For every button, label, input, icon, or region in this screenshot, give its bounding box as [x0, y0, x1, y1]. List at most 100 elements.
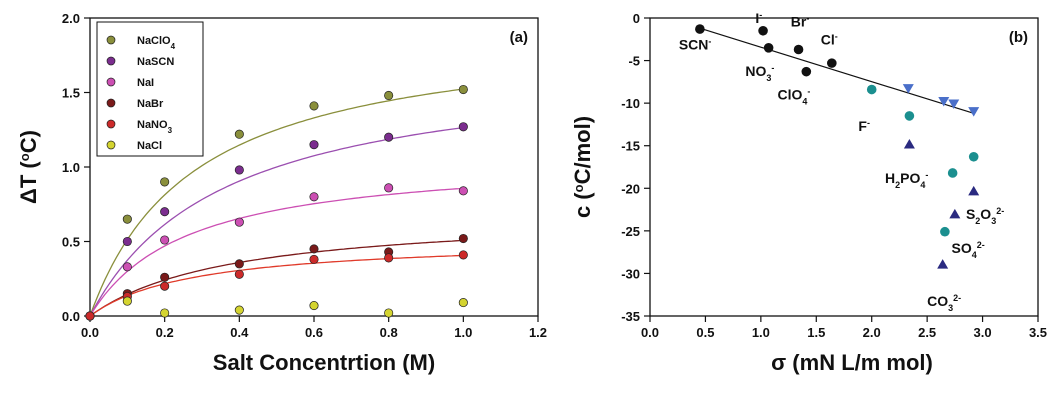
point-annotation: SO42-: [952, 240, 985, 260]
point-annotation: SCN-: [679, 37, 712, 53]
legend-box: [96, 21, 204, 157]
annotation-part: -: [759, 10, 762, 20]
y-axis-title-tail: C): [16, 130, 41, 153]
annotation-part: -: [835, 31, 838, 41]
legend-marker: [106, 119, 116, 129]
legend-label: NaNO3: [137, 119, 173, 135]
data-point-2: [384, 183, 394, 193]
x-tick-label: 0.8: [380, 325, 398, 340]
x-tick-label: 1.0: [752, 325, 770, 340]
y-tick-label: 1.0: [62, 160, 80, 175]
legend-label: NaSCN: [137, 56, 174, 68]
annotation-part: H: [885, 170, 895, 186]
annotation-part: CO: [927, 293, 948, 309]
annotation-part: Cl: [821, 31, 835, 47]
data-point-monovalent: [801, 66, 812, 77]
annotation-part: 4: [802, 97, 807, 107]
data-point-3: [458, 233, 468, 244]
data-point-1: [384, 132, 394, 142]
data-point-0: [122, 214, 132, 224]
point-annotation: F-: [858, 118, 870, 134]
point-annotation: NO3-: [745, 63, 774, 83]
fit-curve-0: [89, 88, 464, 317]
y-tick-label: -20: [621, 181, 640, 196]
data-point-blue-down: [968, 107, 980, 117]
legend-marker: [106, 35, 116, 45]
annotation-part: -: [771, 63, 774, 73]
data-point-5: [160, 308, 170, 318]
y-tick-label: -10: [621, 96, 640, 111]
annotation-part: 3: [766, 73, 771, 83]
annotation-part: F: [858, 118, 867, 134]
y-tick-label: 1.5: [62, 86, 80, 101]
legend-marker: [106, 98, 116, 108]
y-tick-label: 0: [633, 11, 640, 26]
y-axis-title-main: c (: [570, 192, 595, 218]
point-annotation: ClO4-: [777, 87, 810, 107]
point-annotation: I-: [755, 10, 762, 26]
data-point-3: [160, 272, 170, 282]
data-point-4: [234, 269, 244, 279]
data-point-3: [234, 259, 244, 269]
annotation-part: -: [806, 14, 809, 24]
data-point-blue-down: [938, 96, 950, 107]
annotation-part: I: [755, 10, 759, 26]
panel-label: (a): [510, 29, 528, 46]
data-point-cyan: [968, 151, 979, 162]
y-axis-title-tail: C/mol): [570, 116, 595, 184]
annotation-part: 2: [895, 180, 900, 190]
y-tick-label: -30: [621, 266, 640, 281]
data-point-0: [160, 177, 170, 187]
point-annotation: Cl-: [821, 31, 838, 47]
fit-curve-2: [89, 187, 464, 317]
annotation-part: 2: [975, 216, 980, 226]
x-tick-label: 0.4: [230, 325, 249, 340]
x-tick-label: 3.0: [974, 325, 992, 340]
annotation-part: 4: [972, 250, 977, 260]
legend-name: NaBr: [137, 98, 164, 110]
legend-marker: [106, 77, 116, 87]
data-point-1: [122, 236, 132, 247]
legend-name: NaSCN: [137, 56, 174, 68]
y-axis-title-main: ΔT (: [16, 161, 41, 204]
data-point-5: [122, 296, 132, 306]
data-point-5: [458, 298, 468, 308]
legend-label: NaBr: [137, 98, 164, 110]
data-point-2: [160, 235, 170, 245]
y-axis-title-sup: o: [571, 184, 586, 192]
data-point-navy-up: [949, 208, 961, 219]
data-point-2: [458, 186, 468, 196]
legend-name: NaCl: [137, 140, 162, 152]
annotation-part: Br: [791, 14, 807, 30]
data-point-blue-down: [902, 84, 914, 94]
data-point-1: [309, 140, 319, 150]
y-tick-label: -35: [621, 309, 640, 324]
y-axis-title: c (oC/mol): [570, 116, 595, 218]
data-point-monovalent: [793, 44, 804, 55]
annotation-part: S: [966, 206, 975, 222]
data-point-monovalent: [695, 24, 705, 34]
fit-curve-4: [89, 254, 464, 317]
data-point-0: [309, 101, 319, 111]
x-axis-title: σ (mN L/m mol): [771, 350, 933, 375]
annotation-part: -: [925, 170, 928, 180]
data-point-3: [309, 244, 319, 254]
point-annotation: H2PO4-: [885, 170, 928, 190]
annotation-part: 3: [948, 303, 953, 313]
y-tick-label: 0.5: [62, 235, 80, 250]
legend-label: NaCl: [137, 140, 162, 152]
x-tick-label: 1.0: [454, 325, 472, 340]
panel-label: (b): [1009, 29, 1028, 46]
annotation-part: 2-: [953, 293, 961, 303]
x-tick-label: 1.2: [529, 325, 547, 340]
annotation-part: -: [708, 37, 711, 47]
data-point-navy-up: [968, 185, 980, 196]
data-point-2: [309, 192, 319, 202]
point-annotation: CO32-: [927, 293, 961, 313]
plot-frame: [649, 17, 1039, 317]
legend-name-sub: 3: [168, 126, 173, 135]
fit-line: [699, 27, 974, 114]
panel-b-chart: 0.0 0.5 1.0 1.5 2.0 2.5 3.0 3.5 0 -5 -10 -15 -20 -25 -…: [570, 10, 1047, 375]
annotation-part: -: [807, 87, 810, 97]
